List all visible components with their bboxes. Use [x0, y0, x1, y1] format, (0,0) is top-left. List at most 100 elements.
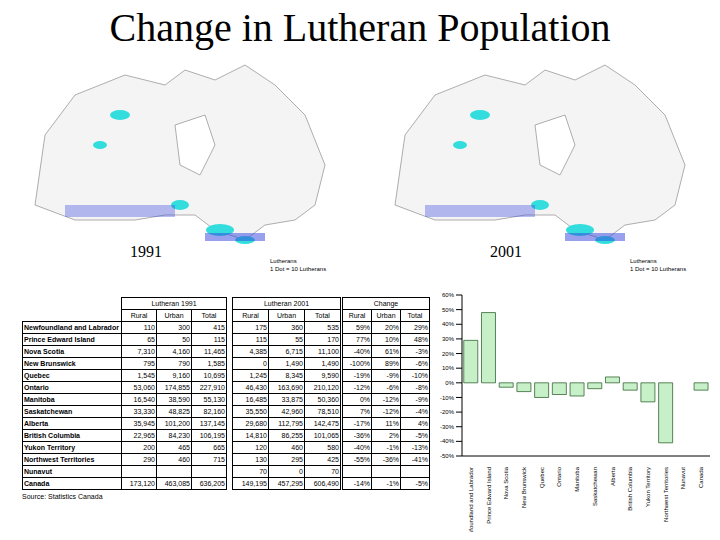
html-text:174,855: 174,855: [164, 384, 190, 391]
html-text:Prince Edward Island: Prince Edward Island: [24, 336, 95, 343]
html-text:11,465: 11,465: [204, 348, 225, 355]
html-text:790: 790: [178, 360, 190, 367]
svg-text:40%: 40%: [442, 321, 455, 327]
svg-text:Prince Edward Island: Prince Edward Island: [486, 467, 492, 524]
html-text:106,195: 106,195: [199, 432, 225, 439]
html-text:16,540: 16,540: [133, 396, 155, 403]
html-text:48,825: 48,825: [168, 408, 190, 415]
html-text:110: 110: [143, 324, 155, 331]
svg-text:0%: 0%: [445, 380, 454, 386]
svg-text:30%: 30%: [442, 336, 455, 342]
svg-text:50%: 50%: [442, 307, 455, 313]
html-text:Nunavut: Nunavut: [24, 468, 52, 475]
html-text:38,590: 38,590: [168, 396, 190, 403]
html-text:Change in Lutheran Population: Change in Lutheran Population: [109, 5, 611, 50]
svg-text:Northwest Territories: Northwest Territories: [663, 467, 669, 522]
html-text:1,585: 1,585: [207, 360, 225, 367]
html-text:50: 50: [182, 336, 190, 343]
html-text:55,130: 55,130: [203, 396, 225, 403]
html-text:101,200: 101,200: [164, 420, 190, 427]
html-text:7,310: 7,310: [137, 348, 155, 355]
html-text:Newfoundland and Labrador: Newfoundland and Labrador: [24, 324, 119, 331]
html-text:Total: Total: [315, 312, 330, 319]
svg-text:-40%: -40%: [440, 438, 455, 444]
html-text:82,160: 82,160: [203, 408, 225, 415]
html-text:22,965: 22,965: [133, 432, 155, 439]
html-text:British Columbia: British Columbia: [24, 432, 80, 439]
html-text:Yukon Territory: Yukon Territory: [24, 444, 76, 451]
html-text:227,910: 227,910: [199, 384, 225, 391]
svg-text:Saskatchewan: Saskatchewan: [592, 467, 598, 506]
html-text:Nova Scotia: Nova Scotia: [24, 348, 65, 355]
html-text:4,385: 4,385: [249, 348, 267, 355]
html-text:Ontario: Ontario: [24, 384, 49, 391]
svg-text:10%: 10%: [442, 365, 455, 371]
svg-text:New Brunswick: New Brunswick: [521, 466, 527, 508]
html-text:535: 535: [327, 324, 339, 331]
svg-text:Quebec: Quebec: [539, 467, 545, 488]
html-text:415: 415: [213, 324, 225, 331]
svg-text:-10%: -10%: [440, 395, 455, 401]
svg-text:Yukon Territory: Yukon Territory: [645, 467, 651, 507]
html-text:636,205: 636,205: [199, 480, 225, 487]
html-text:11,100: 11,100: [318, 348, 339, 355]
html-text:460: 460: [178, 456, 190, 463]
html-text:New Brunswick: New Brunswick: [24, 360, 76, 367]
html-text:9,160: 9,160: [172, 372, 190, 379]
html-text:1991: 1991: [130, 243, 162, 260]
html-text:Lutheran 2001: Lutheran 2001: [263, 300, 310, 307]
html-text:Lutheran 1991: Lutheran 1991: [151, 300, 197, 307]
html-text:Total: Total: [201, 312, 217, 319]
svg-text:Canada: Canada: [698, 466, 704, 488]
html-text:4,160: 4,160: [172, 348, 190, 355]
svg-text:60%: 60%: [442, 292, 455, 298]
svg-text:Newfoundland and Labrador: Newfoundland and Labrador: [468, 467, 474, 532]
html-text:Saskatchewan: Saskatchewan: [24, 408, 73, 415]
html-text:137,145: 137,145: [199, 420, 225, 427]
html-text:84,230: 84,230: [168, 432, 190, 439]
svg-text:Nunavut: Nunavut: [680, 467, 686, 490]
html-text:Alberta: Alberta: [24, 420, 49, 427]
html-text:170: 170: [327, 336, 339, 343]
html-text:10,695: 10,695: [203, 372, 225, 379]
html-text:290: 290: [143, 456, 155, 463]
html-text:Rural: Rural: [130, 312, 148, 319]
html-text:Rural: Rural: [242, 312, 259, 319]
svg-text:20%: 20%: [442, 351, 455, 357]
html-text:Urban: Urban: [164, 312, 184, 319]
html-text:55: 55: [295, 336, 303, 343]
html-text:173,120: 173,120: [129, 480, 155, 487]
svg-text:-20%: -20%: [440, 409, 455, 415]
html-text:715: 715: [213, 456, 225, 463]
html-text:115: 115: [213, 336, 225, 343]
html-text:1,545: 1,545: [137, 372, 155, 379]
html-text:Canada: Canada: [24, 480, 50, 487]
html-text:2001: 2001: [490, 243, 522, 260]
html-text:360: 360: [291, 324, 303, 331]
html-text:115: 115: [255, 336, 267, 343]
html-text:Urban: Urban: [277, 312, 296, 319]
html-text:33,330: 33,330: [133, 408, 155, 415]
svg-text:-50%: -50%: [440, 453, 455, 459]
html-text:Manitoba: Manitoba: [24, 396, 55, 403]
html-text:463,085: 463,085: [164, 480, 190, 487]
svg-text:Alberta: Alberta: [610, 466, 616, 486]
html-text:1,490: 1,490: [285, 360, 303, 367]
html-text:35,945: 35,945: [133, 420, 155, 427]
svg-text:Nova Scotia: Nova Scotia: [503, 466, 509, 499]
svg-text:Manitoba: Manitoba: [574, 466, 580, 491]
svg-text:Ontario: Ontario: [556, 466, 562, 486]
svg-text:-30%: -30%: [440, 424, 455, 430]
html-text:Quebec: Quebec: [24, 372, 50, 379]
html-text:200: 200: [143, 444, 155, 451]
html-text:6,715: 6,715: [285, 348, 303, 355]
html-text:465: 465: [178, 444, 190, 451]
html-text:Northwest Territories: Northwest Territories: [24, 456, 95, 463]
html-text:795: 795: [143, 360, 155, 367]
html-text:65: 65: [147, 336, 155, 343]
html-text:300: 300: [178, 324, 190, 331]
svg-text:British Columbia: British Columbia: [627, 466, 633, 510]
html-text:175: 175: [255, 324, 267, 331]
html-text:53,060: 53,060: [133, 384, 155, 391]
html-text:665: 665: [213, 444, 225, 451]
